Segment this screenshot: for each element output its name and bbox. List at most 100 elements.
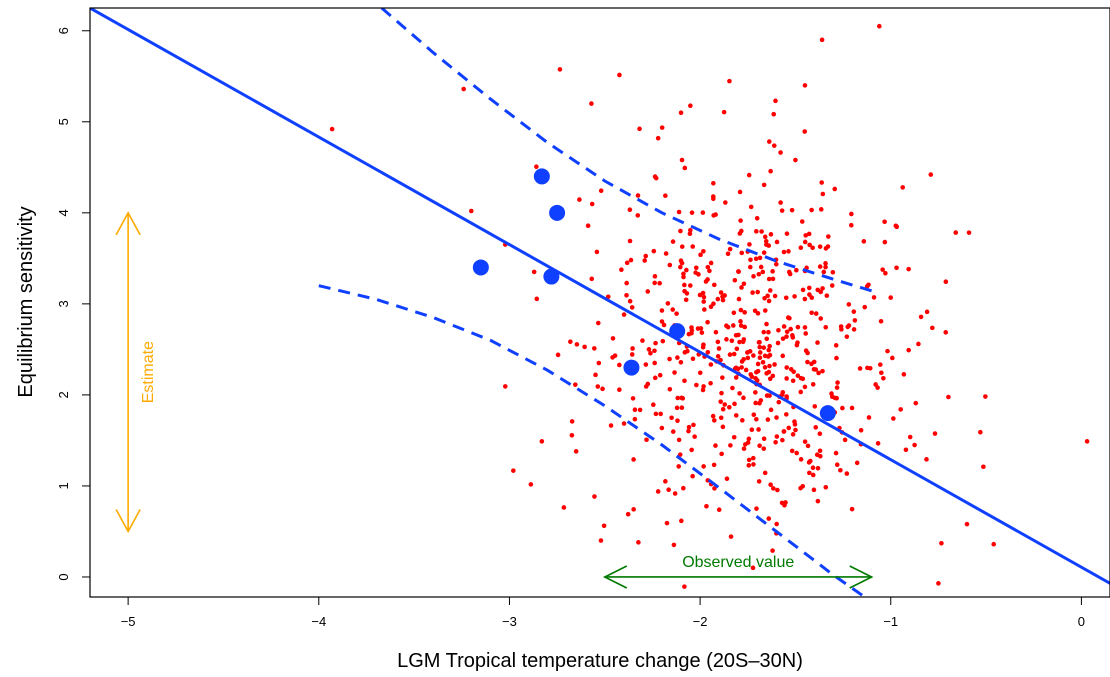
ensemble-point (643, 384, 649, 389)
y-tick-label: 4 (56, 209, 71, 216)
ensemble-point (702, 307, 707, 312)
ensemble-point (794, 450, 799, 456)
ensemble-point (740, 418, 745, 423)
ensemble-point (659, 308, 665, 313)
ensemble-point (898, 407, 903, 412)
ensemble-point (916, 341, 921, 347)
ensemble-point (693, 265, 699, 271)
ensemble-point (690, 356, 696, 362)
ensemble-point (880, 267, 885, 272)
ensemble-point (689, 210, 695, 215)
observed-arrow-head-left (602, 565, 628, 589)
ensemble-point (750, 565, 756, 571)
ensemble-point (627, 238, 633, 244)
ensemble-point (761, 345, 767, 350)
ensemble-point (742, 310, 747, 315)
ensemble-point (652, 375, 658, 381)
ensemble-point (771, 486, 776, 491)
ensemble-point (720, 424, 726, 430)
ensemble-point (672, 491, 678, 496)
ensemble-point (700, 290, 706, 296)
ensemble-point (784, 376, 789, 381)
ensemble-point (756, 427, 761, 432)
ensemble-point (767, 363, 772, 369)
ensemble-point (741, 357, 746, 362)
ensemble-point (798, 389, 804, 395)
ensemble-point (621, 421, 627, 426)
ensemble-point (775, 487, 780, 493)
ensemble-point (883, 270, 888, 276)
ensemble-point (646, 347, 652, 352)
ensemble-point (747, 349, 753, 354)
ensemble-point (681, 274, 686, 280)
ensemble-point (574, 342, 580, 347)
ensemble-point (720, 297, 726, 303)
ensemble-point (820, 286, 825, 291)
ensemble-point (932, 431, 938, 436)
ensemble-point (746, 457, 752, 463)
ensemble-point (787, 271, 793, 277)
ensemble-point (699, 330, 705, 335)
ensemble-point (795, 373, 801, 378)
ensemble-point (762, 470, 768, 476)
ensemble-point (799, 219, 805, 224)
ensemble-point (866, 415, 872, 420)
ensemble-point (739, 285, 744, 290)
ensemble-point (705, 319, 710, 325)
ensemble-point (764, 336, 770, 342)
x-tick-label: −3 (502, 614, 517, 629)
ensemble-point (598, 188, 604, 194)
ensemble-point (751, 274, 756, 279)
ensemble-point (805, 350, 810, 356)
ensemble-point (817, 264, 823, 269)
ensemble-point (771, 111, 777, 117)
ensemble-point (773, 439, 778, 445)
ensemble-point (858, 427, 864, 433)
ensemble-point (781, 324, 787, 329)
ensemble-point (691, 422, 696, 428)
ensemble-point (743, 367, 749, 373)
ensemble-point (748, 372, 754, 377)
ensemble-point (742, 324, 748, 330)
ensemble-point (469, 208, 474, 214)
ensemble-point (718, 290, 724, 295)
ensemble-point (747, 242, 752, 247)
ensemble-point (815, 287, 821, 293)
ensemble-point (800, 287, 806, 293)
ensemble-point (780, 437, 785, 443)
ensemble-point (631, 507, 636, 512)
ensemble-point (786, 249, 791, 254)
ensemble-point (780, 353, 786, 359)
x-tick-label: −4 (311, 614, 326, 629)
ensemble-point (849, 506, 855, 512)
ensemble-point (798, 457, 804, 462)
ensemble-point (756, 479, 762, 484)
ensemble-point (834, 462, 840, 468)
ensemble-point (852, 318, 858, 323)
ensemble-point (755, 368, 761, 374)
ensemble-point (991, 541, 997, 547)
ensemble-point (783, 412, 789, 417)
model-point (669, 323, 686, 340)
ensemble-point (675, 418, 680, 424)
ensemble-point (807, 242, 812, 248)
ensemble-point (815, 498, 821, 504)
ensemble-point (722, 402, 728, 407)
ensemble-point (705, 264, 711, 270)
ensemble-point (820, 368, 825, 374)
ensemble-point (820, 191, 826, 197)
ensemble-point (803, 233, 809, 238)
ensemble-point (810, 382, 816, 387)
ensemble-point (805, 359, 810, 365)
ensemble-point (725, 324, 731, 330)
ensemble-point (770, 276, 776, 282)
estimate-arrow-head-top (115, 211, 141, 236)
ensemble-point (672, 370, 677, 375)
ensemble-point (592, 346, 597, 351)
ensemble-point (605, 294, 611, 300)
ensemble-point (704, 503, 709, 509)
ensemble-point (687, 231, 693, 237)
ensemble-point (809, 295, 815, 300)
ensemble-point (761, 329, 767, 335)
ensemble-point (755, 361, 761, 367)
